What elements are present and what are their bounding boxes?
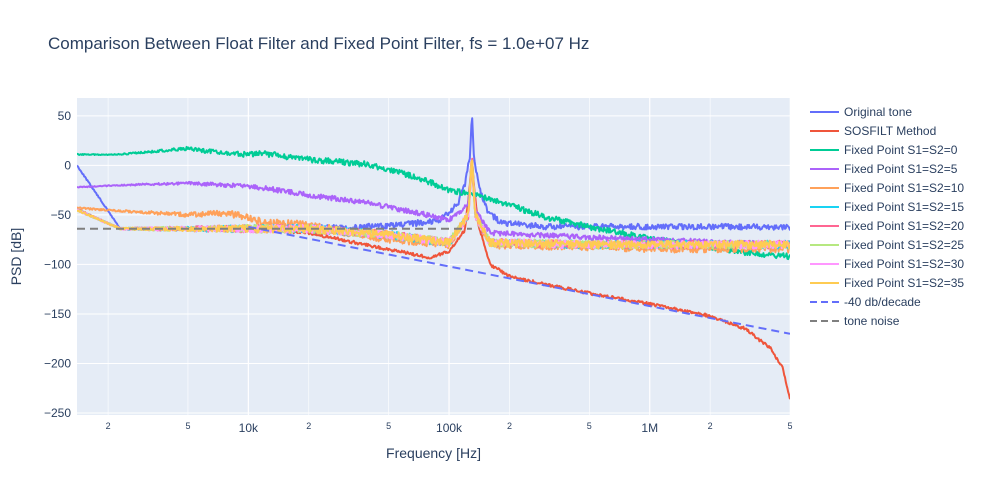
legend-item-1[interactable]: SOSFILT Method [810, 124, 936, 138]
y-tick-label: 50 [58, 109, 72, 123]
legend-label: Fixed Point S1=S2=30 [844, 257, 964, 271]
legend-label: -40 db/decade [844, 295, 921, 309]
legend-label: Fixed Point S1=S2=20 [844, 219, 964, 233]
x-axis-title: Frequency [Hz] [386, 445, 481, 461]
legend-item-9[interactable]: Fixed Point S1=S2=35 [810, 276, 964, 290]
legend-label: Fixed Point S1=S2=35 [844, 276, 964, 290]
legend-label: SOSFILT Method [844, 124, 936, 138]
series-line-10 [248, 225, 790, 335]
x-minor-tick-label: 2 [106, 421, 111, 431]
series-layer [77, 117, 790, 400]
legend-label: tone noise [844, 314, 900, 328]
legend-label: Fixed Point S1=S2=15 [844, 200, 964, 214]
y-tick-label: −50 [51, 208, 72, 222]
x-minor-tick-label: 2 [306, 421, 311, 431]
legend-item-10[interactable]: -40 db/decade [810, 295, 921, 309]
y-tick-label: −250 [44, 406, 71, 420]
legend-item-5[interactable]: Fixed Point S1=S2=15 [810, 200, 964, 214]
legend-item-11[interactable]: tone noise [810, 314, 900, 328]
legend-label: Fixed Point S1=S2=0 [844, 143, 958, 157]
legend-label: Fixed Point S1=S2=10 [844, 181, 964, 195]
legend-item-6[interactable]: Fixed Point S1=S2=20 [810, 219, 964, 233]
y-tick-label: −200 [44, 356, 71, 370]
x-minor-tick-label: 2 [507, 421, 512, 431]
y-tick-label: −100 [44, 257, 71, 271]
x-major-tick-label: 10k [239, 421, 259, 435]
x-minor-tick-label: 2 [708, 421, 713, 431]
x-minor-tick-label: 5 [787, 421, 792, 431]
y-tick-label: 0 [64, 158, 71, 172]
legend-item-0[interactable]: Original tone [810, 105, 912, 119]
legend-label: Fixed Point S1=S2=5 [844, 162, 958, 176]
x-minor-tick-label: 5 [185, 421, 190, 431]
chart-title: Comparison Between Float Filter and Fixe… [48, 34, 589, 53]
legend-item-2[interactable]: Fixed Point S1=S2=0 [810, 143, 958, 157]
legend-item-8[interactable]: Fixed Point S1=S2=30 [810, 257, 964, 271]
y-axis-title: PSD [dB] [8, 228, 24, 286]
legend-item-4[interactable]: Fixed Point S1=S2=10 [810, 181, 964, 195]
legend-label: Original tone [844, 105, 912, 119]
legend-item-3[interactable]: Fixed Point S1=S2=5 [810, 162, 958, 176]
x-minor-tick-label: 5 [587, 421, 592, 431]
x-major-tick-label: 100k [436, 421, 463, 435]
tick-layer: 50 0 −50 −100 −150 −200 −250 2 5 2 5 2 5 2 5 10k 100k 1M [44, 109, 793, 435]
y-tick-label: −150 [44, 307, 71, 321]
x-minor-tick-label: 5 [386, 421, 391, 431]
x-major-tick-label: 1M [641, 421, 658, 435]
legend[interactable]: Original tone SOSFILT Method Fixed Point S… [810, 105, 964, 328]
legend-label: Fixed Point S1=S2=25 [844, 238, 964, 252]
legend-item-7[interactable]: Fixed Point S1=S2=25 [810, 238, 964, 252]
